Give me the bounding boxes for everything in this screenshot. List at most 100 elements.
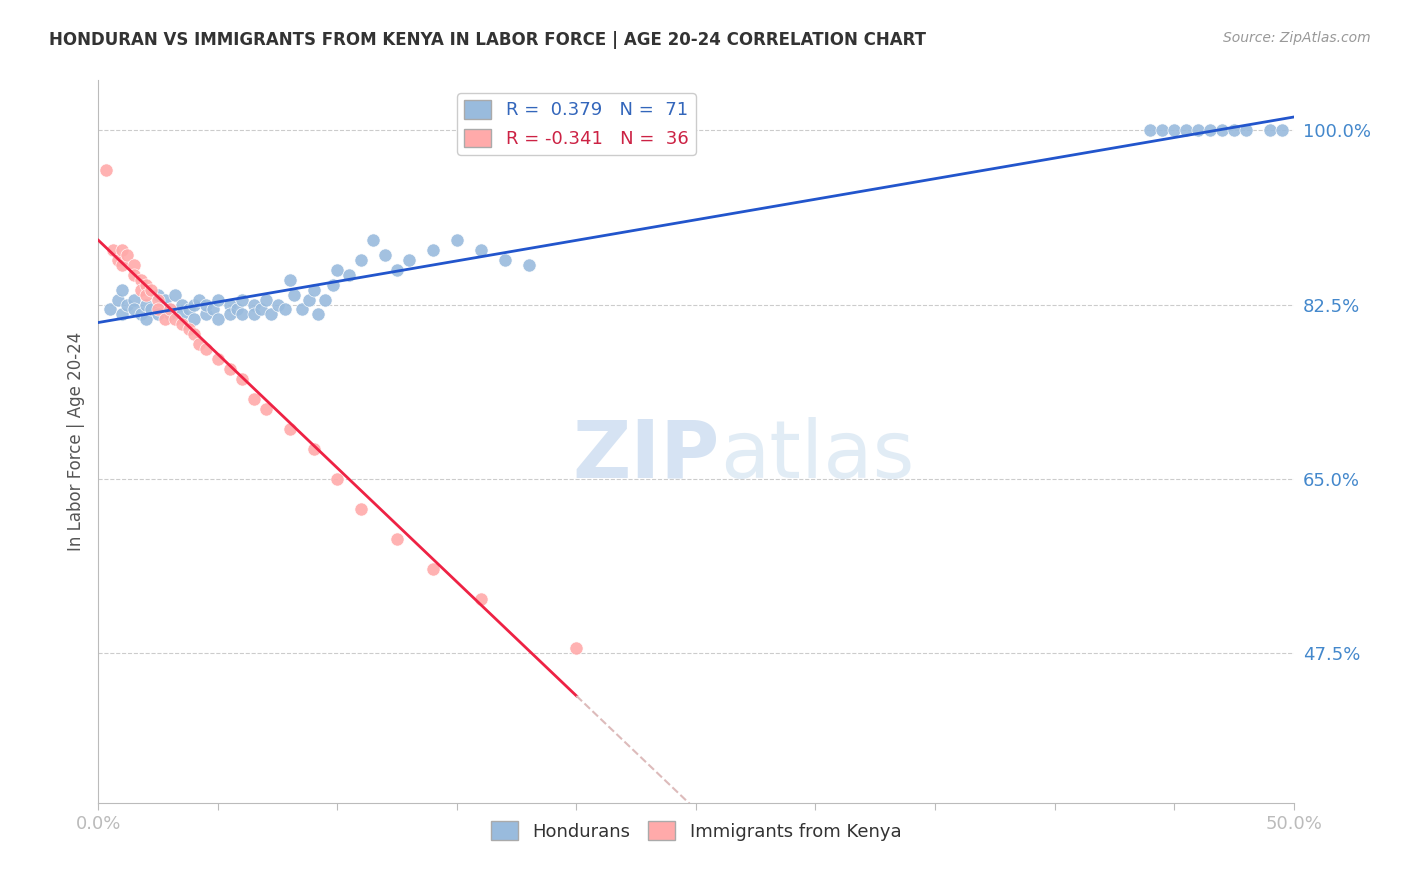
Point	[226, 302, 249, 317]
Point	[159, 308, 181, 322]
Point	[159, 302, 181, 317]
Point	[422, 243, 444, 257]
Point	[207, 352, 229, 367]
Point	[195, 308, 218, 322]
Point	[163, 312, 186, 326]
Point	[115, 248, 138, 262]
Point	[231, 308, 253, 322]
Point	[1139, 123, 1161, 137]
Point	[207, 312, 229, 326]
Point	[135, 312, 157, 326]
Point	[350, 252, 373, 267]
Point	[1175, 123, 1198, 137]
Text: Source: ZipAtlas.com: Source: ZipAtlas.com	[1223, 31, 1371, 45]
Point	[1234, 123, 1257, 137]
Point	[243, 392, 266, 407]
Text: HONDURAN VS IMMIGRANTS FROM KENYA IN LABOR FORCE | AGE 20-24 CORRELATION CHART: HONDURAN VS IMMIGRANTS FROM KENYA IN LAB…	[49, 31, 927, 49]
Point	[148, 302, 170, 317]
Point	[1271, 123, 1294, 137]
Point	[470, 591, 492, 606]
Point	[111, 283, 134, 297]
Point	[155, 293, 177, 307]
Point	[124, 293, 146, 307]
Point	[339, 268, 361, 282]
Point	[243, 308, 266, 322]
Point	[179, 322, 201, 336]
Point	[1258, 123, 1281, 137]
Point	[322, 277, 344, 292]
Point	[374, 248, 396, 262]
Point	[1199, 123, 1222, 137]
Point	[422, 561, 444, 575]
Point	[1223, 123, 1246, 137]
Point	[1163, 123, 1185, 137]
Point	[350, 501, 373, 516]
Point	[172, 308, 194, 322]
Point	[131, 272, 153, 286]
Point	[207, 293, 229, 307]
Point	[326, 262, 349, 277]
Point	[315, 293, 337, 307]
Point	[148, 308, 170, 322]
Point	[302, 442, 325, 456]
Text: ZIP: ZIP	[572, 417, 720, 495]
Point	[195, 343, 218, 357]
Text: atlas: atlas	[720, 417, 914, 495]
Point	[385, 532, 409, 546]
Point	[107, 293, 129, 307]
Point	[565, 641, 588, 656]
Point	[131, 283, 153, 297]
Point	[267, 297, 290, 311]
Point	[231, 293, 253, 307]
Point	[187, 293, 209, 307]
Point	[179, 302, 201, 317]
Point	[124, 268, 146, 282]
Point	[307, 308, 329, 322]
Point	[278, 422, 301, 436]
Point	[148, 293, 170, 307]
Point	[111, 243, 134, 257]
Point	[298, 293, 321, 307]
Point	[183, 297, 205, 311]
Point	[183, 312, 205, 326]
Point	[363, 233, 385, 247]
Point	[250, 302, 273, 317]
Point	[159, 302, 181, 317]
Point	[243, 297, 266, 311]
Point	[254, 293, 277, 307]
Point	[139, 302, 162, 317]
Point	[398, 252, 420, 267]
Point	[183, 327, 205, 342]
Point	[124, 258, 146, 272]
Point	[135, 297, 157, 311]
Point	[155, 312, 177, 326]
Point	[274, 302, 297, 317]
Point	[278, 272, 301, 286]
Point	[124, 302, 146, 317]
Point	[1152, 123, 1174, 137]
Y-axis label: In Labor Force | Age 20-24: In Labor Force | Age 20-24	[66, 332, 84, 551]
Point	[1187, 123, 1209, 137]
Point	[94, 163, 117, 178]
Point	[219, 362, 242, 376]
Point	[291, 302, 314, 317]
Point	[172, 318, 194, 332]
Point	[326, 472, 349, 486]
Point	[446, 233, 468, 247]
Point	[517, 258, 540, 272]
Point	[254, 402, 277, 417]
Point	[115, 297, 138, 311]
Point	[163, 287, 186, 301]
Point	[494, 252, 516, 267]
Point	[283, 287, 305, 301]
Point	[231, 372, 253, 386]
Legend: Hondurans, Immigrants from Kenya: Hondurans, Immigrants from Kenya	[484, 814, 908, 848]
Point	[139, 283, 162, 297]
Point	[135, 287, 157, 301]
Point	[172, 297, 194, 311]
Point	[385, 262, 409, 277]
Point	[202, 302, 225, 317]
Point	[219, 308, 242, 322]
Point	[111, 308, 134, 322]
Point	[219, 297, 242, 311]
